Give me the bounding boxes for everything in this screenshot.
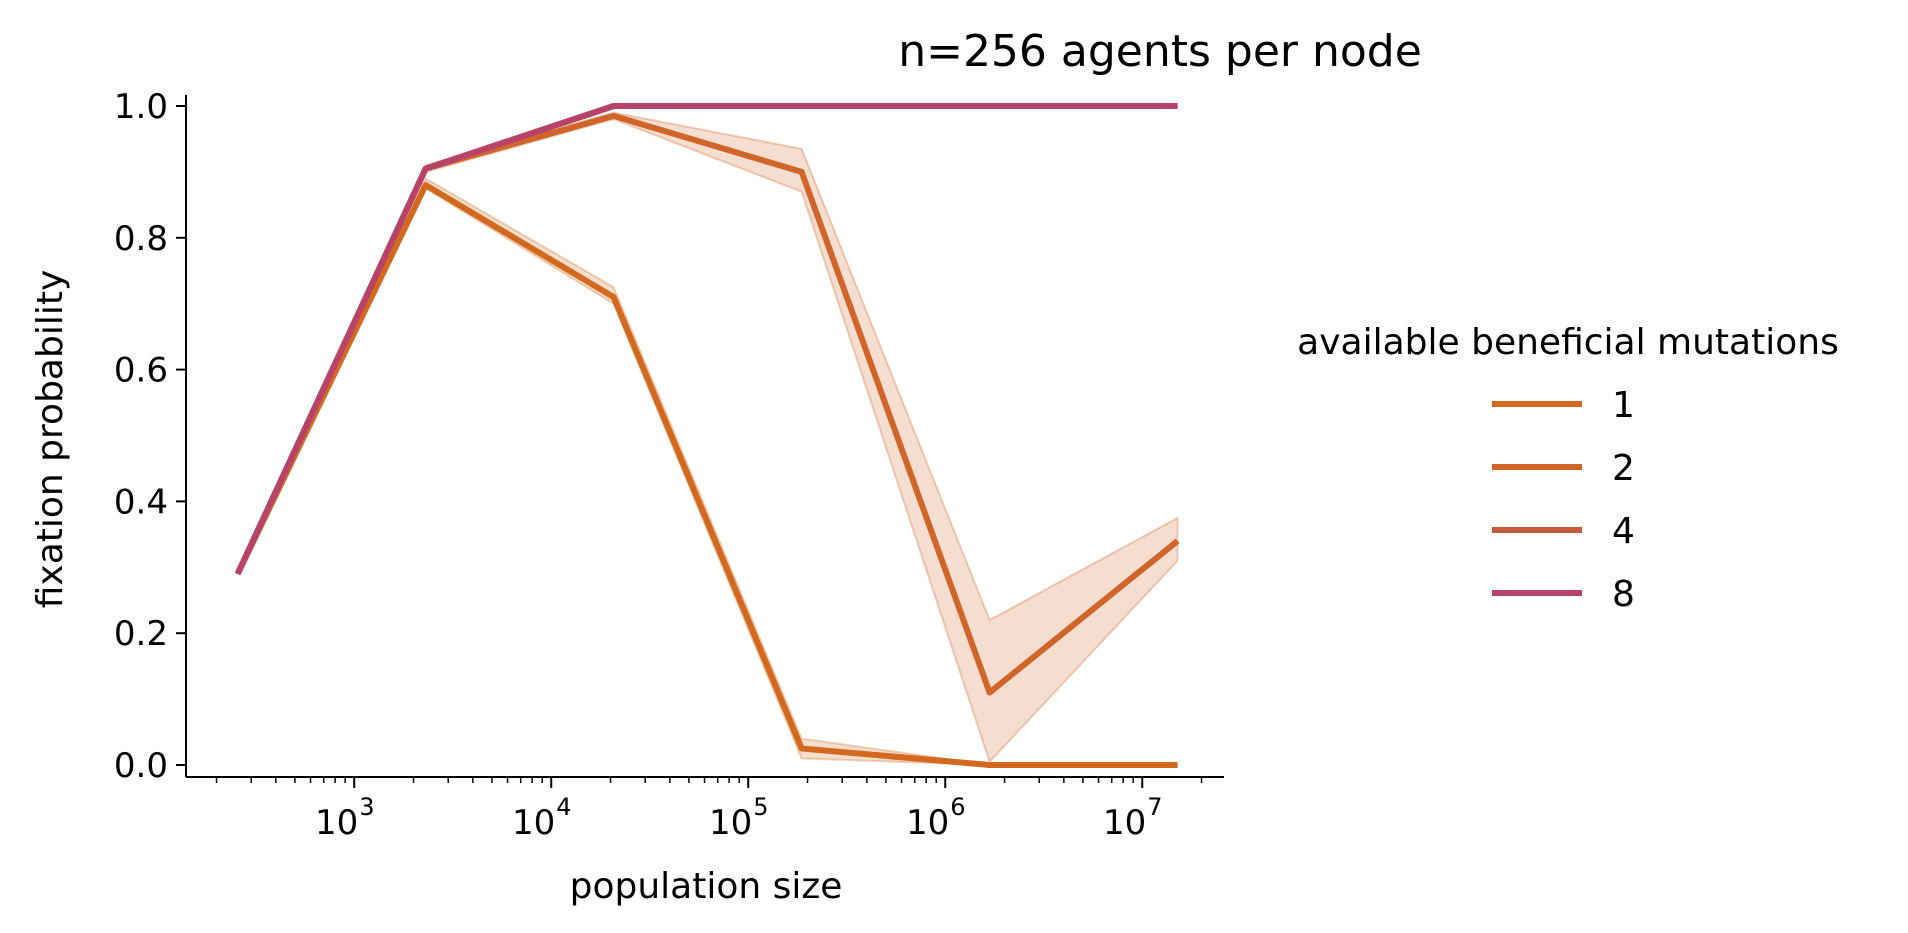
y-tick-label: 0.0	[114, 746, 168, 786]
legend-entry: 2	[1492, 448, 1635, 489]
x-tick-label-base: 10	[709, 803, 752, 843]
series-line-1	[234, 182, 1178, 768]
x-tick-label-base: 10	[512, 803, 555, 843]
x-tick-label: 10 4	[512, 793, 572, 843]
legend-title: available beneficial mutations	[1297, 322, 1839, 363]
x-tick-label: 10 7	[1103, 793, 1163, 843]
legend-label: 4	[1612, 511, 1635, 552]
y-tick-label: 0.8	[114, 219, 168, 259]
legend-entry: 1	[1492, 385, 1635, 426]
y-tick-labels: 0.0 0.2 0.4 0.6 0.8 1.0	[114, 87, 168, 786]
x-axis-label: population size	[570, 866, 843, 907]
y-axis: 0.0 0.2 0.4 0.6 0.8 1.0	[114, 87, 187, 786]
chart-title: n=256 agents per node	[898, 26, 1422, 77]
series-lines	[234, 103, 1180, 768]
legend-entries: 1 2 4 8	[1492, 385, 1635, 615]
x-tick-label-exponent: 5	[753, 793, 768, 821]
x-tick-label-base: 10	[315, 803, 358, 843]
ci-bands	[236, 111, 1179, 766]
legend-label: 8	[1612, 574, 1635, 615]
x-axis: 10 3 10 4 10 5 10 6 10 7	[186, 776, 1224, 843]
y-tick-label: 0.4	[114, 482, 168, 522]
ci-band-series-2	[236, 111, 1179, 764]
y-tick-label: 0.2	[114, 614, 168, 654]
series-line-4	[234, 103, 1178, 576]
x-tick-label-exponent: 4	[556, 793, 571, 821]
plot-area	[234, 103, 1180, 768]
legend-entry: 4	[1492, 511, 1635, 552]
x-tick-label: 10 6	[906, 793, 966, 843]
x-tick-label-exponent: 3	[359, 793, 374, 821]
x-tick-label: 10 3	[315, 793, 375, 843]
y-axis-label: fixation probability	[30, 270, 71, 609]
legend: available beneficial mutations 1 2 4 8	[1297, 322, 1839, 615]
legend-entry: 8	[1492, 574, 1635, 615]
x-tick-label-exponent: 7	[1147, 793, 1162, 821]
x-tick-label-base: 10	[906, 803, 949, 843]
y-tick-label: 0.6	[114, 351, 168, 391]
x-major-ticks	[353, 777, 1144, 788]
x-tick-label-base: 10	[1103, 803, 1146, 843]
ci-band-series-1	[236, 177, 1178, 766]
x-tick-label: 10 5	[709, 793, 769, 843]
x-tick-label-exponent: 6	[950, 793, 965, 821]
legend-label: 2	[1612, 448, 1635, 489]
series-line-8	[234, 103, 1178, 576]
legend-label: 1	[1612, 385, 1635, 426]
y-tick-label: 1.0	[114, 87, 168, 127]
x-tick-labels: 10 3 10 4 10 5 10 6 10 7	[315, 793, 1163, 843]
x-minor-ticks	[215, 777, 1203, 783]
y-ticks	[176, 105, 186, 766]
